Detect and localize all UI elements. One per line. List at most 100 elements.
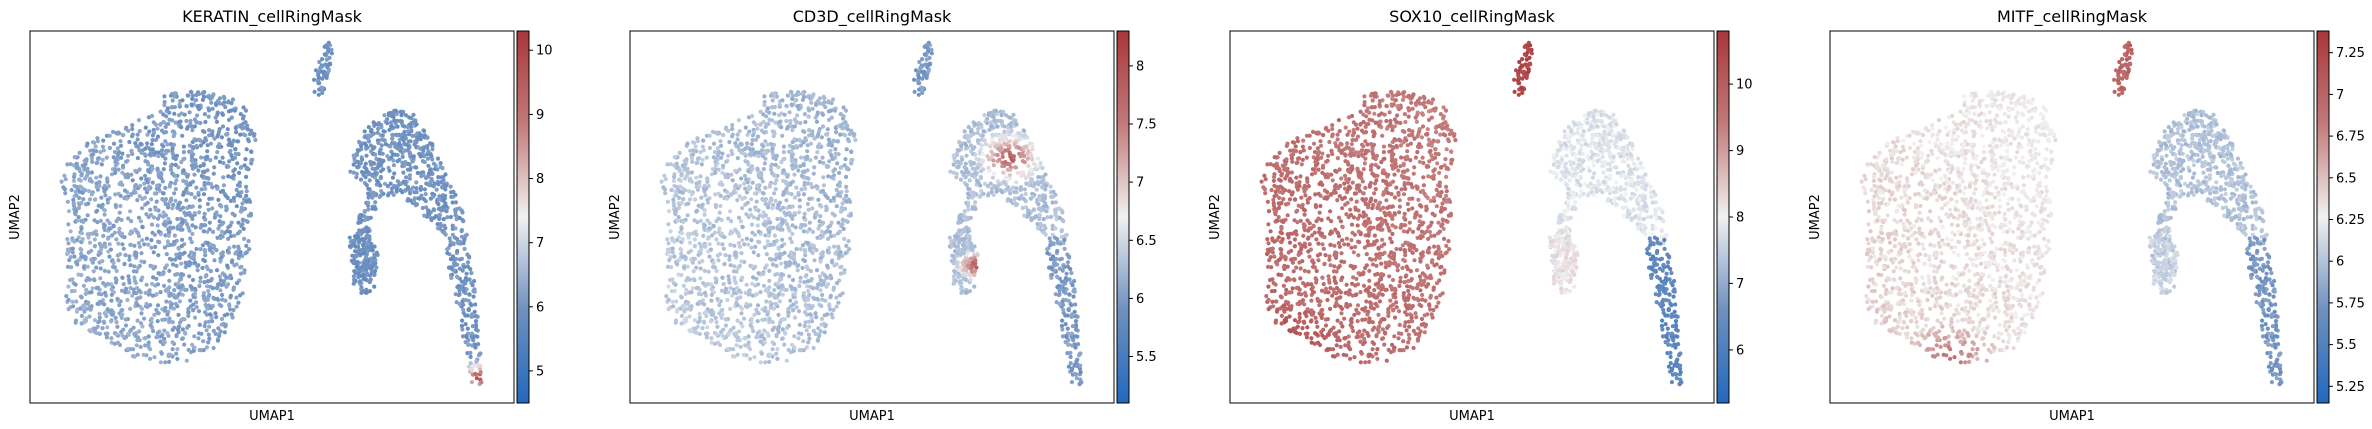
scatter-point	[192, 211, 197, 216]
scatter-point	[147, 129, 152, 134]
scatter-point	[407, 115, 412, 120]
scatter-point	[82, 164, 87, 169]
scatter-point	[172, 288, 177, 293]
scatter-point	[102, 302, 107, 307]
scatter-point	[177, 299, 182, 304]
scatter-point	[430, 147, 435, 152]
scatter-point	[787, 263, 792, 268]
scatter-point	[795, 113, 800, 118]
scatter-point	[180, 336, 185, 341]
scatter-point	[140, 238, 145, 243]
scatter-point	[773, 257, 778, 262]
scatter-point	[443, 232, 448, 237]
scatter-point	[228, 307, 233, 312]
scatter-point	[138, 295, 143, 300]
scatter-point	[366, 186, 371, 191]
scatter-point	[150, 133, 155, 138]
scatter-point	[742, 316, 747, 321]
scatter-point	[920, 90, 925, 95]
scatter-point	[1013, 165, 1018, 170]
scatter-point	[126, 290, 131, 295]
scatter-point	[985, 154, 990, 159]
scatter-point	[120, 151, 125, 156]
scatter-point	[207, 336, 212, 341]
scatter-point	[153, 244, 158, 249]
scatter-point	[461, 219, 466, 224]
scatter-point	[756, 229, 761, 234]
scatter-point	[702, 302, 707, 307]
scatter-point	[240, 201, 245, 206]
scatter-point	[86, 170, 91, 175]
scatter-point	[694, 175, 699, 180]
scatter-point	[773, 198, 778, 203]
scatter-point	[778, 207, 783, 212]
scatter-point	[714, 268, 719, 274]
scatter-point	[790, 308, 796, 313]
scatter-point	[228, 148, 233, 153]
scatter-point	[144, 282, 149, 287]
scatter-point	[170, 327, 175, 332]
scatter-point	[478, 363, 483, 368]
scatter-point	[108, 319, 114, 324]
scatter-point	[772, 105, 778, 110]
scatter-point	[752, 355, 757, 360]
scatter-point	[226, 250, 231, 255]
scatter-point	[1031, 207, 1036, 212]
scatter-point	[811, 328, 816, 333]
scatter-point	[94, 175, 99, 180]
scatter-point	[709, 336, 714, 341]
scatter-point	[84, 157, 89, 162]
scatter-point	[766, 121, 771, 126]
scatter-point	[470, 324, 475, 329]
scatter-point	[735, 137, 740, 142]
scatter-point	[214, 315, 219, 320]
scatter-point	[110, 233, 115, 238]
scatter-point	[739, 259, 744, 264]
scatter-point	[799, 331, 804, 336]
scatter-point	[100, 326, 105, 331]
scatter-point	[180, 317, 185, 322]
scatter-point	[192, 315, 198, 320]
scatter-point	[403, 148, 408, 153]
scatter-point	[749, 142, 754, 147]
scatter-point	[414, 122, 419, 127]
scatter-point	[405, 198, 410, 203]
scatter-point	[788, 122, 793, 127]
scatter-point	[757, 172, 762, 177]
scatter-point	[735, 318, 740, 323]
scatter-point	[1048, 214, 1053, 220]
scatter-point	[385, 154, 390, 159]
scatter-point	[135, 318, 140, 323]
scatter-point	[705, 218, 710, 223]
scatter-point	[955, 159, 961, 164]
scatter-point	[681, 283, 687, 288]
scatter-point	[168, 300, 173, 305]
scatter-point	[316, 79, 321, 85]
scatter-point	[455, 275, 460, 280]
scatter-point	[90, 260, 95, 265]
scatter-point	[713, 192, 718, 197]
scatter-point	[173, 272, 178, 277]
scatter-point	[733, 280, 739, 286]
scatter-point	[227, 245, 232, 251]
scatter-point	[669, 289, 675, 294]
scatter-point	[229, 115, 234, 120]
scatter-point	[361, 272, 366, 278]
scatter-point	[148, 207, 153, 212]
scatter-point	[397, 137, 402, 142]
scatter-point	[677, 150, 682, 155]
scatter-point	[732, 184, 738, 189]
scatter-point	[441, 198, 446, 203]
scatter-point	[726, 277, 732, 282]
scatter-point	[769, 257, 774, 262]
scatter-point	[170, 151, 175, 157]
scatter-point	[697, 299, 702, 304]
scatter-point	[204, 345, 209, 350]
scatter-point	[376, 126, 381, 131]
scatter-point	[987, 168, 992, 173]
scatter-point	[360, 237, 365, 243]
scatter-point	[168, 352, 173, 357]
scatter-point	[210, 250, 215, 255]
scatter-point	[214, 286, 219, 291]
scatter-point	[152, 312, 157, 317]
